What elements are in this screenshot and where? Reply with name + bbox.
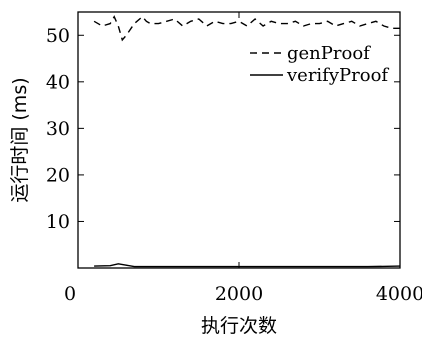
- legend-label-verifyProof: verifyProof: [286, 65, 389, 86]
- x-tick-label: 0: [64, 283, 76, 305]
- series-lines: [93, 15, 401, 268]
- y-tick-label: 10: [46, 211, 70, 233]
- tick-labels: 10 20 30 40 50 0 2000 4000: [46, 25, 422, 305]
- x-axis-label: 执行次数: [201, 315, 277, 337]
- x-tick-label: 2000: [215, 283, 263, 305]
- x-tick-label: 4000: [376, 283, 422, 305]
- series-line-genProof: [93, 15, 400, 42]
- y-axis-label: 运行时间 (ms): [9, 77, 31, 202]
- y-tick-label: 40: [46, 71, 70, 93]
- y-tick-label: 30: [46, 118, 70, 140]
- legend-label-genProof: genProof: [287, 43, 371, 64]
- y-tick-label: 50: [46, 25, 70, 47]
- y-tick-label: 20: [46, 164, 70, 186]
- series-line-verifyProof: [94, 263, 401, 268]
